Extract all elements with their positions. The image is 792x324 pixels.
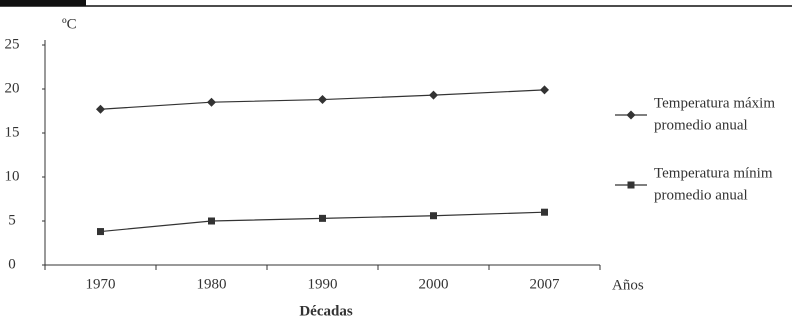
- y-tick-label: 20: [5, 80, 20, 96]
- header-tab: [0, 0, 86, 6]
- legend-label: promedio anual: [654, 187, 748, 203]
- marker: [96, 104, 105, 114]
- x-tick-label: 2007: [530, 276, 561, 292]
- marker: [208, 217, 215, 225]
- y-tick-label: 25: [5, 36, 20, 52]
- marker: [429, 90, 438, 100]
- marker: [97, 228, 104, 236]
- marker: [319, 214, 326, 222]
- x-end-label: Años: [612, 277, 644, 293]
- legend-label: promedio anual: [654, 117, 748, 133]
- marker: [626, 110, 636, 120]
- marker: [207, 97, 216, 107]
- marker: [627, 181, 635, 189]
- x-tick-label: 1990: [308, 276, 338, 292]
- y-tick-label: 5: [8, 212, 16, 228]
- y-tick-label: 15: [5, 124, 20, 140]
- x-tick-label: 1980: [197, 276, 227, 292]
- y-unit: ºC: [62, 16, 77, 32]
- x-tick-label: 1970: [86, 276, 116, 292]
- y-tick-label: 10: [5, 168, 20, 184]
- marker: [540, 85, 549, 95]
- x-axis-label: Décadas: [299, 303, 352, 319]
- marker: [318, 95, 327, 105]
- x-tick-label: 2000: [419, 276, 449, 292]
- marker: [430, 212, 437, 220]
- marker: [541, 208, 548, 216]
- legend-label: Temperatura mínim: [654, 165, 773, 181]
- y-tick-label: 0: [8, 256, 16, 272]
- legend-label: Temperatura máxim: [654, 95, 775, 111]
